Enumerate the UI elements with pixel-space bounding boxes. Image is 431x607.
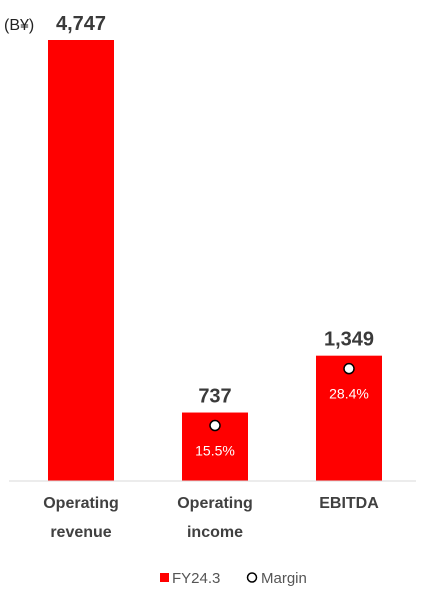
legend-marker-margin — [246, 572, 258, 583]
legend: FY24.3 Margin — [160, 570, 307, 587]
margin-marker-1 — [209, 419, 221, 432]
unit-label: (B¥) — [4, 17, 34, 34]
bar-0 — [48, 40, 114, 481]
bar-2 — [316, 355, 382, 481]
margin-marker-2 — [343, 362, 355, 375]
bar-value-label-1: 737 — [198, 386, 231, 408]
category-label-0-0: Operating — [43, 495, 119, 512]
category-label-1-0: Operating — [177, 495, 253, 512]
margin-value-label-1: 15.5% — [195, 443, 235, 459]
bar-value-label-0: 4,747 — [56, 13, 106, 35]
margin-value-label-2: 28.4% — [329, 386, 369, 402]
category-label-2-0: EBITDA — [319, 495, 379, 512]
bar-value-label-2: 1,349 — [324, 329, 374, 351]
bars-layer — [48, 40, 382, 481]
category-label-1-1: income — [187, 524, 243, 541]
legend-label-margin: Margin — [261, 570, 307, 587]
legend-label-fy: FY24.3 — [172, 570, 220, 587]
category-label-0-1: revenue — [50, 524, 111, 541]
legend-swatch-fy — [160, 573, 169, 582]
labels-layer: 4,747 Operating revenue 737 Operating income 1… — [43, 13, 379, 541]
